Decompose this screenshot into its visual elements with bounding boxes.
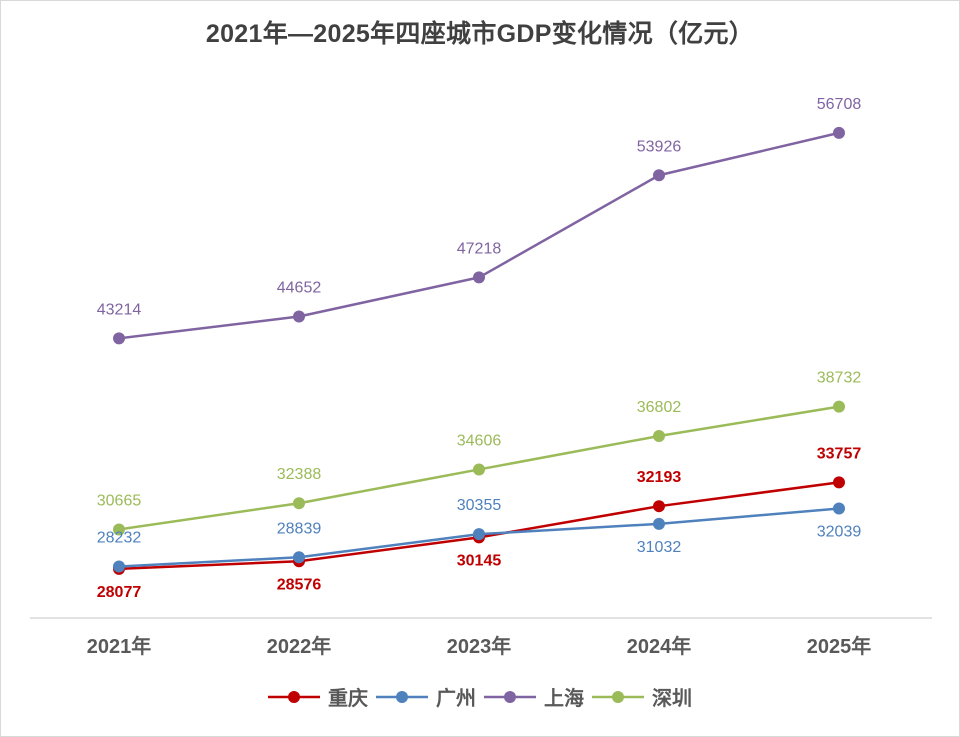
legend-item[interactable]: 上海 bbox=[484, 682, 584, 711]
data-point bbox=[293, 497, 305, 510]
data-point bbox=[653, 169, 665, 182]
data-point bbox=[653, 500, 665, 513]
x-tick-label: 2023年 bbox=[447, 634, 512, 658]
data-label: 47218 bbox=[457, 240, 502, 257]
data-point bbox=[113, 332, 125, 345]
data-label: 43214 bbox=[97, 301, 142, 318]
x-tick-label: 2021年 bbox=[87, 634, 152, 658]
data-label: 44652 bbox=[277, 279, 322, 296]
data-point bbox=[473, 271, 485, 284]
x-axis-ticks: 2021年 2022年 2023年 2024年 2025年 bbox=[87, 634, 872, 658]
data-point bbox=[113, 523, 125, 536]
series-line-2 bbox=[118, 131, 840, 340]
legend-item[interactable]: 深圳 bbox=[592, 682, 692, 711]
data-point bbox=[653, 517, 665, 530]
legend-item[interactable]: 广州 bbox=[376, 682, 476, 711]
legend-label: 深圳 bbox=[652, 688, 692, 710]
legend-label: 重庆 bbox=[328, 688, 368, 710]
legend-item[interactable]: 重庆 bbox=[268, 682, 368, 711]
data-label: 36802 bbox=[637, 399, 682, 416]
legend: 重庆 广州 上海 深圳 bbox=[0, 682, 960, 711]
series-group bbox=[113, 126, 845, 575]
data-label: 38732 bbox=[817, 370, 862, 387]
data-point bbox=[293, 551, 305, 564]
data-label: 31032 bbox=[637, 539, 682, 556]
x-tick-label: 2024年 bbox=[627, 634, 692, 658]
legend-marker-icon bbox=[592, 690, 644, 703]
data-label: 32193 bbox=[637, 469, 682, 486]
data-label: 30665 bbox=[97, 492, 142, 509]
data-label: 53926 bbox=[637, 138, 682, 155]
data-label: 34606 bbox=[457, 432, 502, 449]
legend-label: 广州 bbox=[436, 688, 476, 710]
data-label: 28576 bbox=[277, 576, 322, 593]
x-tick-label: 2022年 bbox=[267, 634, 332, 658]
data-label: 30145 bbox=[457, 552, 502, 569]
data-label: 28077 bbox=[97, 584, 142, 601]
legend-marker-icon bbox=[268, 690, 320, 703]
data-point bbox=[113, 560, 125, 573]
data-label: 32039 bbox=[817, 524, 862, 541]
data-point bbox=[833, 476, 845, 489]
data-point bbox=[473, 528, 485, 541]
data-point bbox=[293, 310, 305, 323]
data-label: 28232 bbox=[97, 530, 142, 547]
data-point bbox=[833, 400, 845, 413]
legend-marker-icon bbox=[376, 690, 428, 703]
data-point bbox=[833, 502, 845, 515]
legend-marker-icon bbox=[484, 690, 536, 703]
data-point bbox=[653, 430, 665, 443]
data-label: 30355 bbox=[457, 497, 502, 514]
data-label: 33757 bbox=[817, 445, 862, 462]
data-labels: 28077 28576 30145 32193 33757 28232 28839 30355… bbox=[97, 96, 862, 601]
data-label: 28839 bbox=[277, 520, 322, 537]
legend-label: 上海 bbox=[544, 688, 584, 710]
chart-title: 2021年—2025年四座城市GDP变化情况（亿元） bbox=[205, 20, 755, 48]
data-label: 32388 bbox=[277, 466, 322, 483]
data-point bbox=[833, 126, 845, 139]
x-tick-label: 2025年 bbox=[807, 634, 872, 658]
data-label: 56708 bbox=[817, 96, 862, 113]
data-point bbox=[473, 463, 485, 476]
